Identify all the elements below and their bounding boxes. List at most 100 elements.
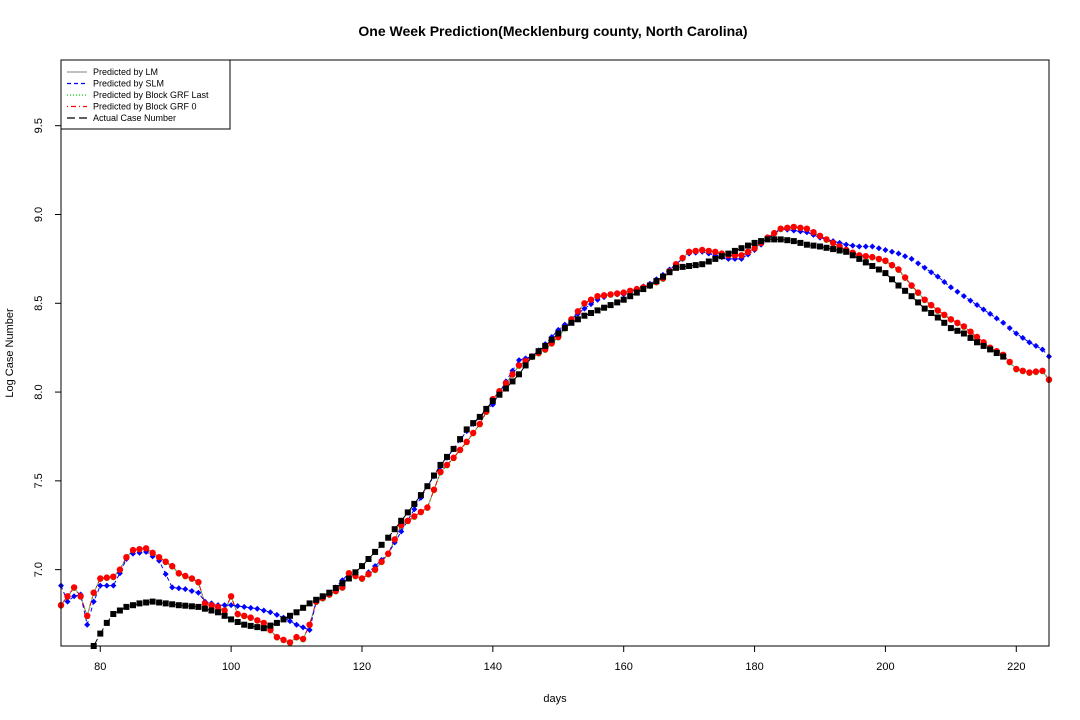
grf0-point (685, 248, 693, 255)
grf0-point (587, 296, 595, 303)
slm-point (84, 621, 91, 628)
actual-point (267, 622, 274, 629)
grf0-point (227, 593, 235, 600)
grf0-point (816, 232, 824, 239)
actual-point (287, 612, 293, 619)
actual-point (97, 630, 104, 637)
grf0-point (692, 247, 699, 255)
grf0-point (803, 225, 811, 232)
legend-label: Predicted by Block GRF Last (93, 90, 209, 100)
grf0-point (286, 639, 294, 646)
grf0-point (875, 255, 883, 263)
slm-point (273, 611, 280, 618)
actual-point (869, 263, 876, 269)
actual-point (201, 605, 208, 612)
grf0-point (162, 558, 169, 565)
actual-point (745, 242, 751, 249)
slm-point (1026, 339, 1033, 346)
actual-point (908, 293, 915, 300)
actual-point (431, 472, 437, 479)
actual-point (653, 278, 660, 285)
actual-point (673, 264, 679, 271)
grf0-point (751, 245, 758, 252)
grf0-point (443, 461, 451, 469)
actual-point (803, 241, 810, 248)
grf0-point (175, 570, 182, 577)
legend-label: Predicted by LM (93, 67, 158, 77)
slm-point (915, 260, 922, 267)
grf0-point (103, 574, 111, 581)
actual-point (437, 461, 444, 468)
actual-point (646, 282, 653, 289)
slm-point (1000, 319, 1007, 326)
slm-point (908, 255, 915, 262)
actual-point (699, 261, 706, 268)
actual-point (143, 599, 150, 606)
grf0-point (908, 282, 915, 289)
actual-point (640, 286, 647, 293)
grf0-point (450, 454, 457, 461)
actual-point (836, 247, 843, 254)
actual-point (784, 237, 791, 244)
actual-point (450, 445, 457, 452)
actual-point (123, 603, 130, 610)
x-tick-label: 160 (615, 661, 633, 673)
slm-point (254, 605, 261, 612)
actual-point (993, 350, 1000, 356)
actual-point (941, 319, 948, 326)
x-tick-label: 80 (94, 661, 106, 673)
actual-point (254, 624, 261, 631)
grf0-point (365, 570, 372, 578)
actual-point (332, 585, 339, 591)
grf0-point (1032, 368, 1040, 375)
grf0-point (476, 420, 483, 428)
slm-point (411, 506, 418, 513)
grf0-point (463, 438, 470, 445)
slm-point (71, 593, 78, 600)
grf0-point (699, 246, 706, 254)
actual-point (561, 325, 568, 332)
grf0-point (509, 371, 516, 378)
actual-point (228, 616, 235, 623)
actual-point (182, 602, 189, 609)
grf0-point (142, 545, 150, 552)
slm-point (195, 589, 202, 596)
actual-point (470, 420, 477, 427)
grf0-point (928, 301, 935, 309)
actual-point (581, 312, 588, 319)
slm-point (954, 288, 961, 295)
actual-point (306, 600, 313, 607)
actual-point (810, 242, 817, 249)
actual-point (483, 405, 490, 412)
grf0-point (234, 610, 241, 618)
slm-point (843, 241, 850, 248)
actual-point (555, 330, 562, 337)
actual-point (601, 304, 608, 311)
grf0-point (947, 316, 955, 323)
grf0-point (155, 554, 163, 561)
grf0-point (411, 513, 418, 520)
grf0-point (888, 261, 896, 269)
actual-point (843, 248, 850, 255)
actual-point (947, 325, 954, 332)
slm-point (1019, 334, 1026, 341)
slm-point (306, 627, 313, 634)
actual-point (378, 541, 385, 548)
actual-point (915, 299, 922, 306)
grf0-point (188, 575, 196, 582)
actual-point (902, 287, 909, 294)
actual-point (188, 603, 195, 610)
grf0-point (810, 229, 817, 236)
actual-point (175, 602, 182, 609)
actual-point (686, 263, 693, 269)
grf0-point (299, 635, 307, 643)
actual-point (751, 239, 758, 246)
plot-marks (57, 223, 1053, 649)
slm-point (888, 248, 895, 255)
grf0-point (914, 289, 922, 296)
legend-label: Predicted by SLM (93, 79, 164, 89)
grf0-point (960, 323, 968, 330)
legend: Predicted by LM Predicted by SLMPredicted… (60, 59, 231, 130)
actual-point (542, 342, 549, 349)
slm-point (516, 357, 523, 364)
